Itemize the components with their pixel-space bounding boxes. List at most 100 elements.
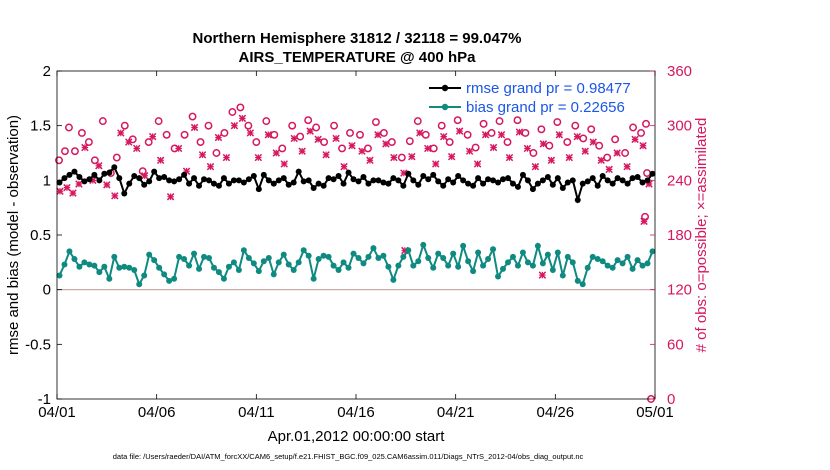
rmse-point [96, 177, 103, 184]
rmse-point [255, 186, 262, 193]
bias-point [460, 242, 467, 249]
bias-point [495, 273, 502, 280]
obs-assimilated-marker [322, 151, 330, 159]
obs-possible-marker [513, 116, 522, 125]
bias-point [320, 252, 327, 259]
bias-point [141, 272, 148, 279]
obs-possible-marker [529, 149, 538, 157]
obs-assimilated-marker [230, 121, 239, 130]
bias-point [270, 271, 277, 278]
bias-point [365, 253, 372, 260]
obs-assimilated-marker [264, 131, 273, 139]
bias-point [480, 262, 487, 269]
y-tick-label-left: 1.5 [30, 118, 51, 135]
bias-point [245, 254, 252, 261]
obs-possible-marker [180, 130, 189, 139]
bias-point [624, 253, 631, 260]
obs-assimilated-marker [565, 153, 574, 162]
bias-point [71, 256, 78, 263]
rmse-point [390, 175, 397, 182]
bias-point [380, 252, 387, 259]
rmse-point [649, 170, 656, 177]
obs-possible-marker [84, 138, 93, 147]
rmse-point [71, 168, 78, 175]
bias-point [116, 264, 123, 271]
bias-point [136, 281, 143, 288]
obs-possible-marker [642, 119, 650, 128]
plot-area [57, 71, 655, 399]
bias-point [579, 281, 586, 288]
rmse-point [86, 176, 93, 183]
rmse-point [285, 181, 292, 188]
bias-point [335, 266, 342, 273]
bias-point [66, 248, 73, 255]
obs-assimilated-marker [531, 162, 540, 171]
obs-possible-marker [252, 138, 261, 147]
rmse-point [504, 175, 511, 182]
bias-point [205, 254, 212, 261]
bias-point [569, 259, 576, 266]
bias-point [485, 256, 492, 263]
rmse-point [136, 175, 143, 182]
rmse-point [126, 180, 133, 187]
obs-assimilated-marker [631, 135, 639, 144]
rmse-point [599, 172, 606, 179]
bias-point [181, 256, 188, 263]
obs-assimilated-marker [497, 131, 506, 139]
x-tick-label: 04/26 [537, 404, 575, 421]
bias-point [350, 250, 357, 257]
bias-point [470, 268, 477, 275]
rmse-point [335, 172, 342, 179]
bias-point [340, 259, 347, 266]
obs-assimilated-marker [290, 134, 298, 143]
obs-assimilated-marker [597, 156, 605, 165]
bias-point [584, 264, 591, 271]
obs-possible-marker [595, 141, 604, 150]
obs-possible-marker [445, 138, 454, 147]
bias-point [609, 264, 616, 271]
rmse-point [375, 177, 382, 184]
bias-point [644, 260, 651, 267]
rmse-point [116, 175, 123, 182]
bias-point [529, 262, 536, 269]
bias-point [280, 251, 287, 258]
rmse-point [554, 175, 561, 182]
obs-assimilated-marker [374, 131, 382, 139]
rmse-point [186, 180, 193, 187]
bias-point [126, 264, 133, 271]
rmse-point [270, 180, 277, 187]
obs-possible-marker [356, 130, 364, 139]
obs-assimilated-marker [382, 140, 390, 148]
rmse-point [589, 175, 596, 182]
rmse-point [196, 182, 203, 189]
bias-point [225, 263, 232, 270]
bias-point [275, 259, 282, 266]
rmse-point [400, 182, 407, 189]
rmse-point [61, 175, 68, 182]
bias-point [56, 272, 63, 279]
obs-assimilated-marker [103, 181, 111, 189]
obs-assimilated-marker [198, 151, 207, 159]
obs-possible-marker [196, 138, 205, 147]
bias-point [450, 250, 457, 257]
bias-point [435, 250, 442, 257]
rmse-point [460, 177, 467, 184]
bias-point [191, 250, 198, 257]
rmse-point [191, 175, 198, 182]
obs-assimilated-marker [465, 147, 474, 155]
bias-point [176, 253, 183, 260]
obs-assimilated-marker [605, 165, 613, 174]
rmse-point [450, 179, 457, 186]
rmse-point [275, 177, 282, 184]
y-tick-label-right: 120 [667, 282, 692, 299]
y-tick-label-right: 0 [667, 391, 675, 408]
bias-point [330, 262, 337, 269]
bias-point [81, 259, 88, 266]
rmse-point [151, 168, 158, 175]
bias-point [375, 254, 382, 261]
rmse-point [370, 177, 377, 184]
bias-point [86, 261, 93, 268]
obs-assimilated-marker [547, 156, 556, 165]
bias-point [61, 261, 68, 268]
bias-point [355, 254, 362, 261]
